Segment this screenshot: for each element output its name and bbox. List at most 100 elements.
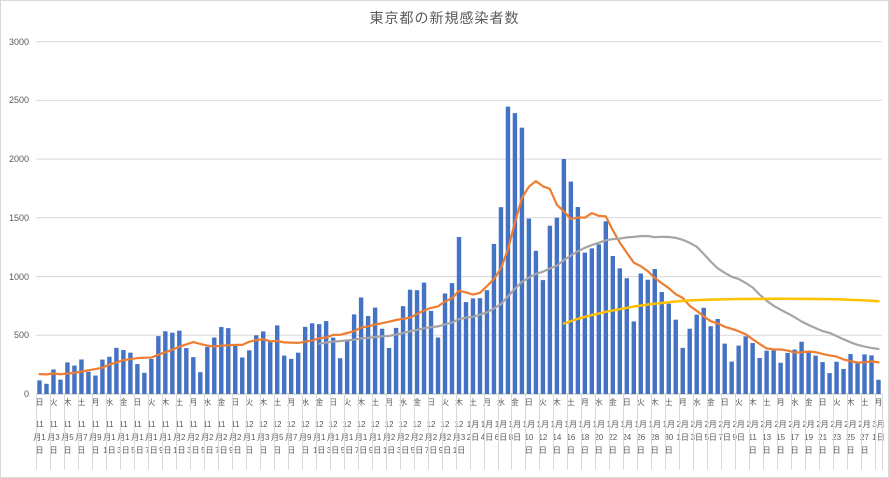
x-tick-dow: 日 — [133, 398, 142, 407]
x-tick-separator — [50, 394, 51, 470]
x-tick-label: 月 12月21日 — [383, 396, 396, 457]
x-tick-label: 日 12月13日 — [327, 396, 340, 457]
x-tick-date: 2月19日 — [802, 420, 815, 455]
bar — [715, 318, 720, 394]
x-tick-separator — [483, 394, 485, 470]
x-tick-separator — [539, 394, 541, 470]
bar — [337, 358, 343, 394]
x-tick-label: 火 11月17日 — [145, 396, 158, 457]
x-tick-dow: 月 — [483, 398, 491, 407]
x-tick-separator — [441, 394, 443, 470]
x-tick-dow: 日 — [35, 398, 44, 407]
bar — [65, 362, 70, 394]
x-tick-label: 火 11月3日 — [47, 396, 60, 457]
bar — [645, 279, 650, 394]
x-tick-date: 12月3日 — [256, 420, 270, 455]
x-tick-dow: 火 — [343, 398, 352, 407]
bar — [358, 297, 364, 394]
bar — [372, 307, 378, 394]
x-tick-date: 1月22日 — [606, 420, 620, 455]
x-tick-dow: 日 — [818, 398, 827, 407]
x-tick-dow: 木 — [650, 398, 659, 407]
x-tick-separator — [427, 394, 429, 470]
bar — [876, 379, 881, 394]
bar — [351, 314, 357, 394]
x-tick-label: 木 11月19日 — [159, 396, 172, 457]
x-tick-label: 火 2月23日 — [830, 396, 843, 457]
bar — [212, 337, 217, 394]
x-tick-separator — [637, 394, 639, 470]
x-tick-separator — [861, 394, 862, 470]
x-tick-date: 12月29日 — [438, 420, 452, 455]
x-tick-dow: 土 — [762, 398, 771, 407]
bar — [799, 341, 804, 394]
bar — [226, 328, 231, 394]
bar — [589, 248, 595, 394]
x-tick-separator — [511, 394, 513, 470]
bar — [540, 280, 546, 394]
x-tick-separator — [581, 394, 583, 470]
x-tick-separator — [329, 394, 331, 470]
x-tick-dow: 水 — [790, 398, 799, 407]
x-tick-dow: 日 — [329, 398, 338, 407]
x-tick-dow: 月 — [287, 398, 296, 407]
x-tick-dow: 日 — [427, 398, 435, 407]
x-tick-separator — [595, 394, 597, 470]
bar — [862, 354, 867, 394]
x-tick-label: 土 11月7日 — [75, 396, 88, 457]
x-tick-label: 火 1月26日 — [634, 396, 647, 457]
x-tick-separator — [609, 394, 611, 470]
x-tick-date: 2月27日 — [858, 420, 871, 455]
x-tick-dow: 火 — [734, 398, 743, 407]
x-tick-date: 2月17日 — [788, 420, 801, 455]
bar — [848, 354, 853, 394]
x-tick-separator — [133, 394, 135, 470]
x-tick-separator — [469, 394, 471, 470]
x-tick-separator — [64, 394, 65, 470]
bar — [93, 375, 98, 394]
x-tick-label: 金 2月5日 — [704, 396, 717, 444]
yellow-line — [562, 297, 880, 325]
x-tick-separator — [525, 394, 527, 470]
x-tick-date: 1月14日 — [550, 420, 564, 455]
x-tick-date: 11月19日 — [159, 420, 172, 455]
x-tick-separator — [455, 394, 457, 470]
x-tick-label: 月 2月15日 — [774, 396, 787, 457]
x-tick-label: 土 2月27日 — [858, 396, 871, 457]
x-tick-date: 11月13日 — [117, 420, 130, 455]
x-tick-date: 12月15日 — [340, 420, 354, 455]
x-tick-dow: 土 — [566, 398, 575, 407]
x-tick-separator — [147, 394, 149, 470]
x-tick-date: 2月23日 — [830, 420, 843, 455]
bar — [309, 323, 315, 394]
bar — [295, 352, 301, 394]
x-tick-dow: 火 — [245, 398, 254, 407]
bar — [582, 252, 588, 394]
x-tick-date: 11月23日 — [187, 420, 200, 455]
x-tick-separator — [882, 394, 883, 470]
bar — [575, 207, 581, 394]
x-tick-label: 月 2月1日 — [676, 396, 689, 444]
bar — [841, 368, 846, 394]
bar — [198, 372, 203, 394]
bar — [813, 355, 818, 394]
bar — [149, 359, 154, 394]
x-tick-dow: 木 — [455, 398, 463, 407]
x-tick-date: 11月29日 — [229, 420, 242, 455]
x-tick-label: 木 12月3日 — [257, 396, 270, 457]
bar — [736, 345, 741, 394]
x-tick-dow: 木 — [259, 398, 268, 407]
x-tick-label: 水 2月17日 — [788, 396, 801, 457]
x-tick-label: 火 12月1日 — [243, 396, 256, 457]
x-tick-date: 2月13日 — [760, 420, 773, 455]
x-tick-label: 水 1月20日 — [592, 396, 605, 457]
x-tick-separator — [119, 394, 121, 470]
bar — [806, 352, 811, 394]
x-tick-date: 2月25日 — [844, 420, 857, 455]
bar — [561, 159, 567, 394]
bar — [58, 379, 63, 394]
bar — [449, 283, 455, 394]
x-tick-label: 月 11月23日 — [187, 396, 200, 457]
bar — [834, 361, 839, 394]
